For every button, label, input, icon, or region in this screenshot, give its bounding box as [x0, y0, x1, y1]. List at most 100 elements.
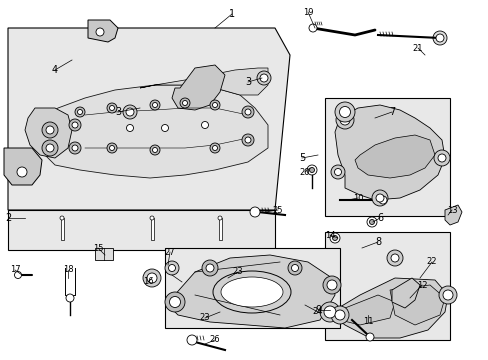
Circle shape: [109, 145, 114, 150]
Circle shape: [366, 217, 376, 227]
Circle shape: [182, 100, 187, 105]
Circle shape: [201, 122, 208, 129]
Text: 21: 21: [412, 44, 423, 53]
Text: 20: 20: [299, 167, 309, 176]
Polygon shape: [25, 108, 72, 158]
Circle shape: [15, 271, 21, 279]
Text: 2: 2: [5, 213, 11, 223]
Polygon shape: [339, 295, 394, 325]
Ellipse shape: [221, 277, 283, 307]
Circle shape: [161, 125, 168, 131]
Circle shape: [168, 265, 175, 271]
Circle shape: [386, 250, 402, 266]
Circle shape: [334, 168, 341, 176]
Circle shape: [437, 154, 445, 162]
Circle shape: [186, 335, 197, 345]
Circle shape: [209, 100, 220, 110]
Circle shape: [109, 105, 114, 111]
Circle shape: [72, 145, 78, 151]
Text: 27: 27: [164, 248, 175, 257]
Circle shape: [339, 115, 349, 125]
Circle shape: [107, 103, 117, 113]
Circle shape: [334, 102, 354, 122]
Circle shape: [164, 261, 179, 275]
Text: 19: 19: [302, 8, 313, 17]
Circle shape: [438, 286, 456, 304]
Circle shape: [369, 220, 374, 225]
Bar: [325, 98, 449, 216]
Polygon shape: [88, 20, 118, 42]
Polygon shape: [391, 278, 419, 308]
Circle shape: [330, 306, 348, 324]
Circle shape: [142, 269, 161, 287]
Circle shape: [75, 107, 85, 117]
Polygon shape: [172, 65, 224, 110]
Circle shape: [306, 165, 316, 175]
Circle shape: [202, 260, 218, 276]
Circle shape: [323, 276, 340, 294]
Circle shape: [150, 100, 160, 110]
Circle shape: [107, 143, 117, 153]
Text: 25: 25: [272, 206, 283, 215]
Text: 14: 14: [324, 230, 335, 239]
Polygon shape: [35, 85, 267, 178]
Bar: [95, 248, 113, 260]
Text: 7: 7: [388, 107, 394, 117]
Text: 1: 1: [228, 9, 235, 19]
Circle shape: [212, 103, 217, 108]
Circle shape: [17, 167, 27, 177]
Circle shape: [432, 31, 446, 45]
Text: 23: 23: [232, 267, 243, 276]
Circle shape: [42, 122, 58, 138]
Text: 22: 22: [426, 257, 436, 266]
Text: 16: 16: [142, 278, 153, 287]
Circle shape: [324, 306, 335, 318]
Circle shape: [66, 294, 74, 302]
Circle shape: [152, 103, 157, 108]
Circle shape: [330, 165, 345, 179]
Circle shape: [291, 265, 298, 271]
Circle shape: [72, 122, 78, 128]
Circle shape: [308, 24, 316, 32]
Text: 24: 24: [312, 307, 323, 316]
Circle shape: [69, 142, 81, 154]
Text: 11: 11: [362, 318, 372, 327]
Circle shape: [390, 254, 398, 262]
Circle shape: [257, 71, 270, 85]
Circle shape: [435, 34, 443, 42]
Text: 15: 15: [93, 243, 103, 252]
Circle shape: [126, 125, 133, 131]
Polygon shape: [168, 255, 334, 328]
Polygon shape: [4, 148, 42, 185]
Polygon shape: [329, 278, 447, 338]
Text: 5: 5: [298, 153, 305, 163]
Circle shape: [218, 216, 222, 220]
Circle shape: [329, 233, 339, 243]
Circle shape: [169, 297, 180, 307]
Circle shape: [46, 126, 54, 134]
Text: 6: 6: [376, 213, 382, 223]
Text: 26: 26: [209, 336, 220, 345]
Bar: [61, 218, 63, 240]
Circle shape: [209, 143, 220, 153]
Circle shape: [375, 194, 383, 202]
Circle shape: [150, 216, 154, 220]
Text: 23: 23: [199, 314, 210, 323]
Circle shape: [244, 137, 250, 143]
Circle shape: [332, 235, 337, 240]
Text: 17: 17: [10, 266, 20, 274]
Circle shape: [244, 109, 250, 115]
Text: 3: 3: [115, 107, 121, 117]
Bar: [150, 218, 153, 240]
Bar: [164, 248, 339, 328]
Polygon shape: [389, 285, 444, 325]
Text: 8: 8: [374, 237, 380, 247]
Bar: [8, 210, 274, 250]
Circle shape: [433, 150, 449, 166]
Circle shape: [334, 310, 345, 320]
Circle shape: [371, 190, 387, 206]
Bar: [218, 218, 221, 240]
Circle shape: [339, 107, 350, 117]
Circle shape: [260, 74, 267, 82]
Circle shape: [365, 333, 373, 341]
